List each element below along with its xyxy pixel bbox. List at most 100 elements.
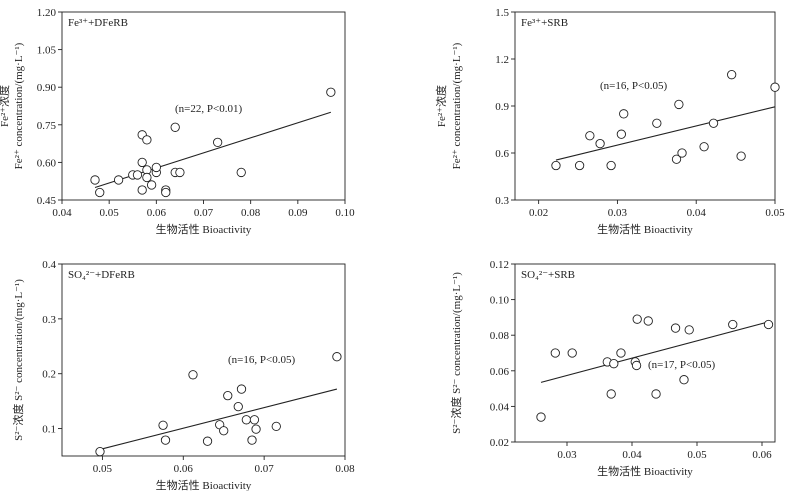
x-tick-label: 0.05	[93, 463, 113, 475]
y-tick-label: 0.90	[37, 82, 57, 94]
data-point	[606, 160, 616, 171]
data-point	[708, 118, 719, 128]
data-point	[158, 420, 168, 430]
data-point	[609, 359, 619, 369]
x-tick-label: 0.08	[241, 207, 261, 219]
x-tick-label: 0.04	[52, 207, 72, 219]
chart-panel-1: 0.04 0.05 0.06 0.07 0.08 0.09 0.10 0.45 0.60 0.75…	[0, 7, 355, 236]
x-tick-label: 0.07	[194, 207, 214, 219]
data-point	[219, 426, 229, 436]
plot-frame	[514, 263, 776, 443]
annotation-text: (n=16, P<0.05)	[600, 80, 667, 92]
data-point	[142, 172, 152, 183]
x-tick-label: 0.06	[174, 463, 194, 475]
data-point	[651, 389, 661, 399]
panel-title: Fe³⁺+SRB	[521, 17, 568, 29]
data-point	[567, 348, 577, 358]
x-tick-label: 0.03	[557, 449, 577, 461]
y-tick-label: 0.4	[42, 259, 56, 271]
x-tick-label: 0.04	[622, 449, 642, 461]
data-point	[113, 175, 124, 185]
x-tick-label: 0.02	[529, 207, 548, 219]
data-point	[249, 415, 260, 425]
data-point	[616, 348, 626, 358]
y-tick-label: 0.1	[42, 424, 56, 436]
x-tick-label: 0.05	[765, 207, 785, 219]
panel-title: Fe³⁺+DFeRB	[68, 17, 128, 29]
data-point	[212, 137, 223, 147]
x-tick-label: 0.08	[335, 463, 355, 475]
x-tick-label: 0.03	[608, 207, 628, 219]
data-point	[770, 82, 780, 92]
y-tick-label: 1.20	[37, 7, 57, 19]
data-point	[271, 421, 281, 432]
annotation-text: (n=17, P<0.05)	[648, 359, 715, 371]
y-tick-label: 0.04	[490, 401, 510, 413]
data-point	[142, 135, 152, 145]
data-point	[223, 391, 233, 401]
x-axis-label: 生物活性 Bioactivity	[597, 222, 693, 236]
data-point	[551, 160, 561, 171]
y-tick-label: 0.3	[42, 314, 56, 326]
data-point	[146, 180, 157, 190]
y-tick-label: 1.2	[495, 54, 509, 66]
data-point	[137, 157, 147, 168]
data-point	[241, 415, 252, 425]
y-tick-label: 1.5	[495, 7, 509, 19]
data-point	[606, 389, 616, 399]
data-point	[679, 375, 689, 385]
data-point	[643, 316, 653, 326]
data-point	[670, 323, 681, 333]
fit-line	[555, 106, 776, 161]
data-point	[151, 162, 161, 173]
data-point	[671, 154, 682, 164]
data-point	[202, 436, 213, 446]
data-point	[574, 160, 585, 171]
data-point	[632, 314, 642, 324]
x-axis-label: 生物活性 Bioactivity	[156, 222, 252, 236]
y-tick-label: 1.05	[37, 45, 57, 57]
data-point	[132, 170, 143, 180]
data-point	[652, 118, 662, 128]
y-tick-label: 0.08	[490, 330, 510, 342]
data-point	[684, 325, 694, 335]
plot-frame	[514, 11, 776, 201]
data-point	[728, 319, 738, 330]
data-point	[619, 109, 629, 119]
plot-frame	[61, 263, 346, 457]
data-point	[536, 412, 546, 422]
data-point	[161, 187, 171, 198]
data-point	[727, 70, 737, 80]
y-axis-label-line1: Fe²⁺浓度	[0, 85, 11, 127]
data-point	[233, 401, 243, 412]
x-axis-label: 生物活性 Bioactivity	[597, 464, 693, 478]
data-point	[95, 446, 105, 457]
y-tick-label: 0.06	[490, 366, 510, 378]
x-tick-label: 0.09	[288, 207, 308, 219]
data-point	[699, 142, 709, 152]
y-tick-label: 0.02	[490, 437, 509, 449]
data-point	[95, 187, 105, 198]
x-axis-label: 生物活性 Bioactivity	[156, 478, 252, 491]
y-tick-label: 0.2	[42, 369, 56, 381]
data-point	[585, 131, 595, 141]
data-point	[332, 352, 342, 362]
y-tick-label: 0.3	[495, 195, 509, 207]
data-point	[736, 151, 746, 161]
data-point	[236, 167, 246, 178]
panel-title: SO₄²⁻+DFeRB	[68, 269, 135, 281]
data-point	[175, 167, 185, 178]
y-axis-label-line2: S²⁻浓度 S²⁻ concentration/(mg·L⁻¹)	[11, 279, 25, 441]
x-tick-label: 0.05	[687, 449, 707, 461]
data-point	[170, 122, 180, 132]
data-point	[595, 138, 605, 149]
data-point	[674, 99, 684, 110]
annotation-text: (n=16, P<0.05)	[228, 354, 295, 366]
data-point	[326, 87, 336, 97]
fit-line	[99, 388, 338, 450]
data-point	[160, 435, 171, 445]
annotation-text: (n=22, P<0.01)	[175, 103, 242, 115]
data-point	[236, 384, 247, 394]
chart-panel-2: 0.02 0.03 0.04 0.05 0.3 0.6 0.9 1.2 1.5 生物活性 Bioa…	[434, 7, 785, 236]
